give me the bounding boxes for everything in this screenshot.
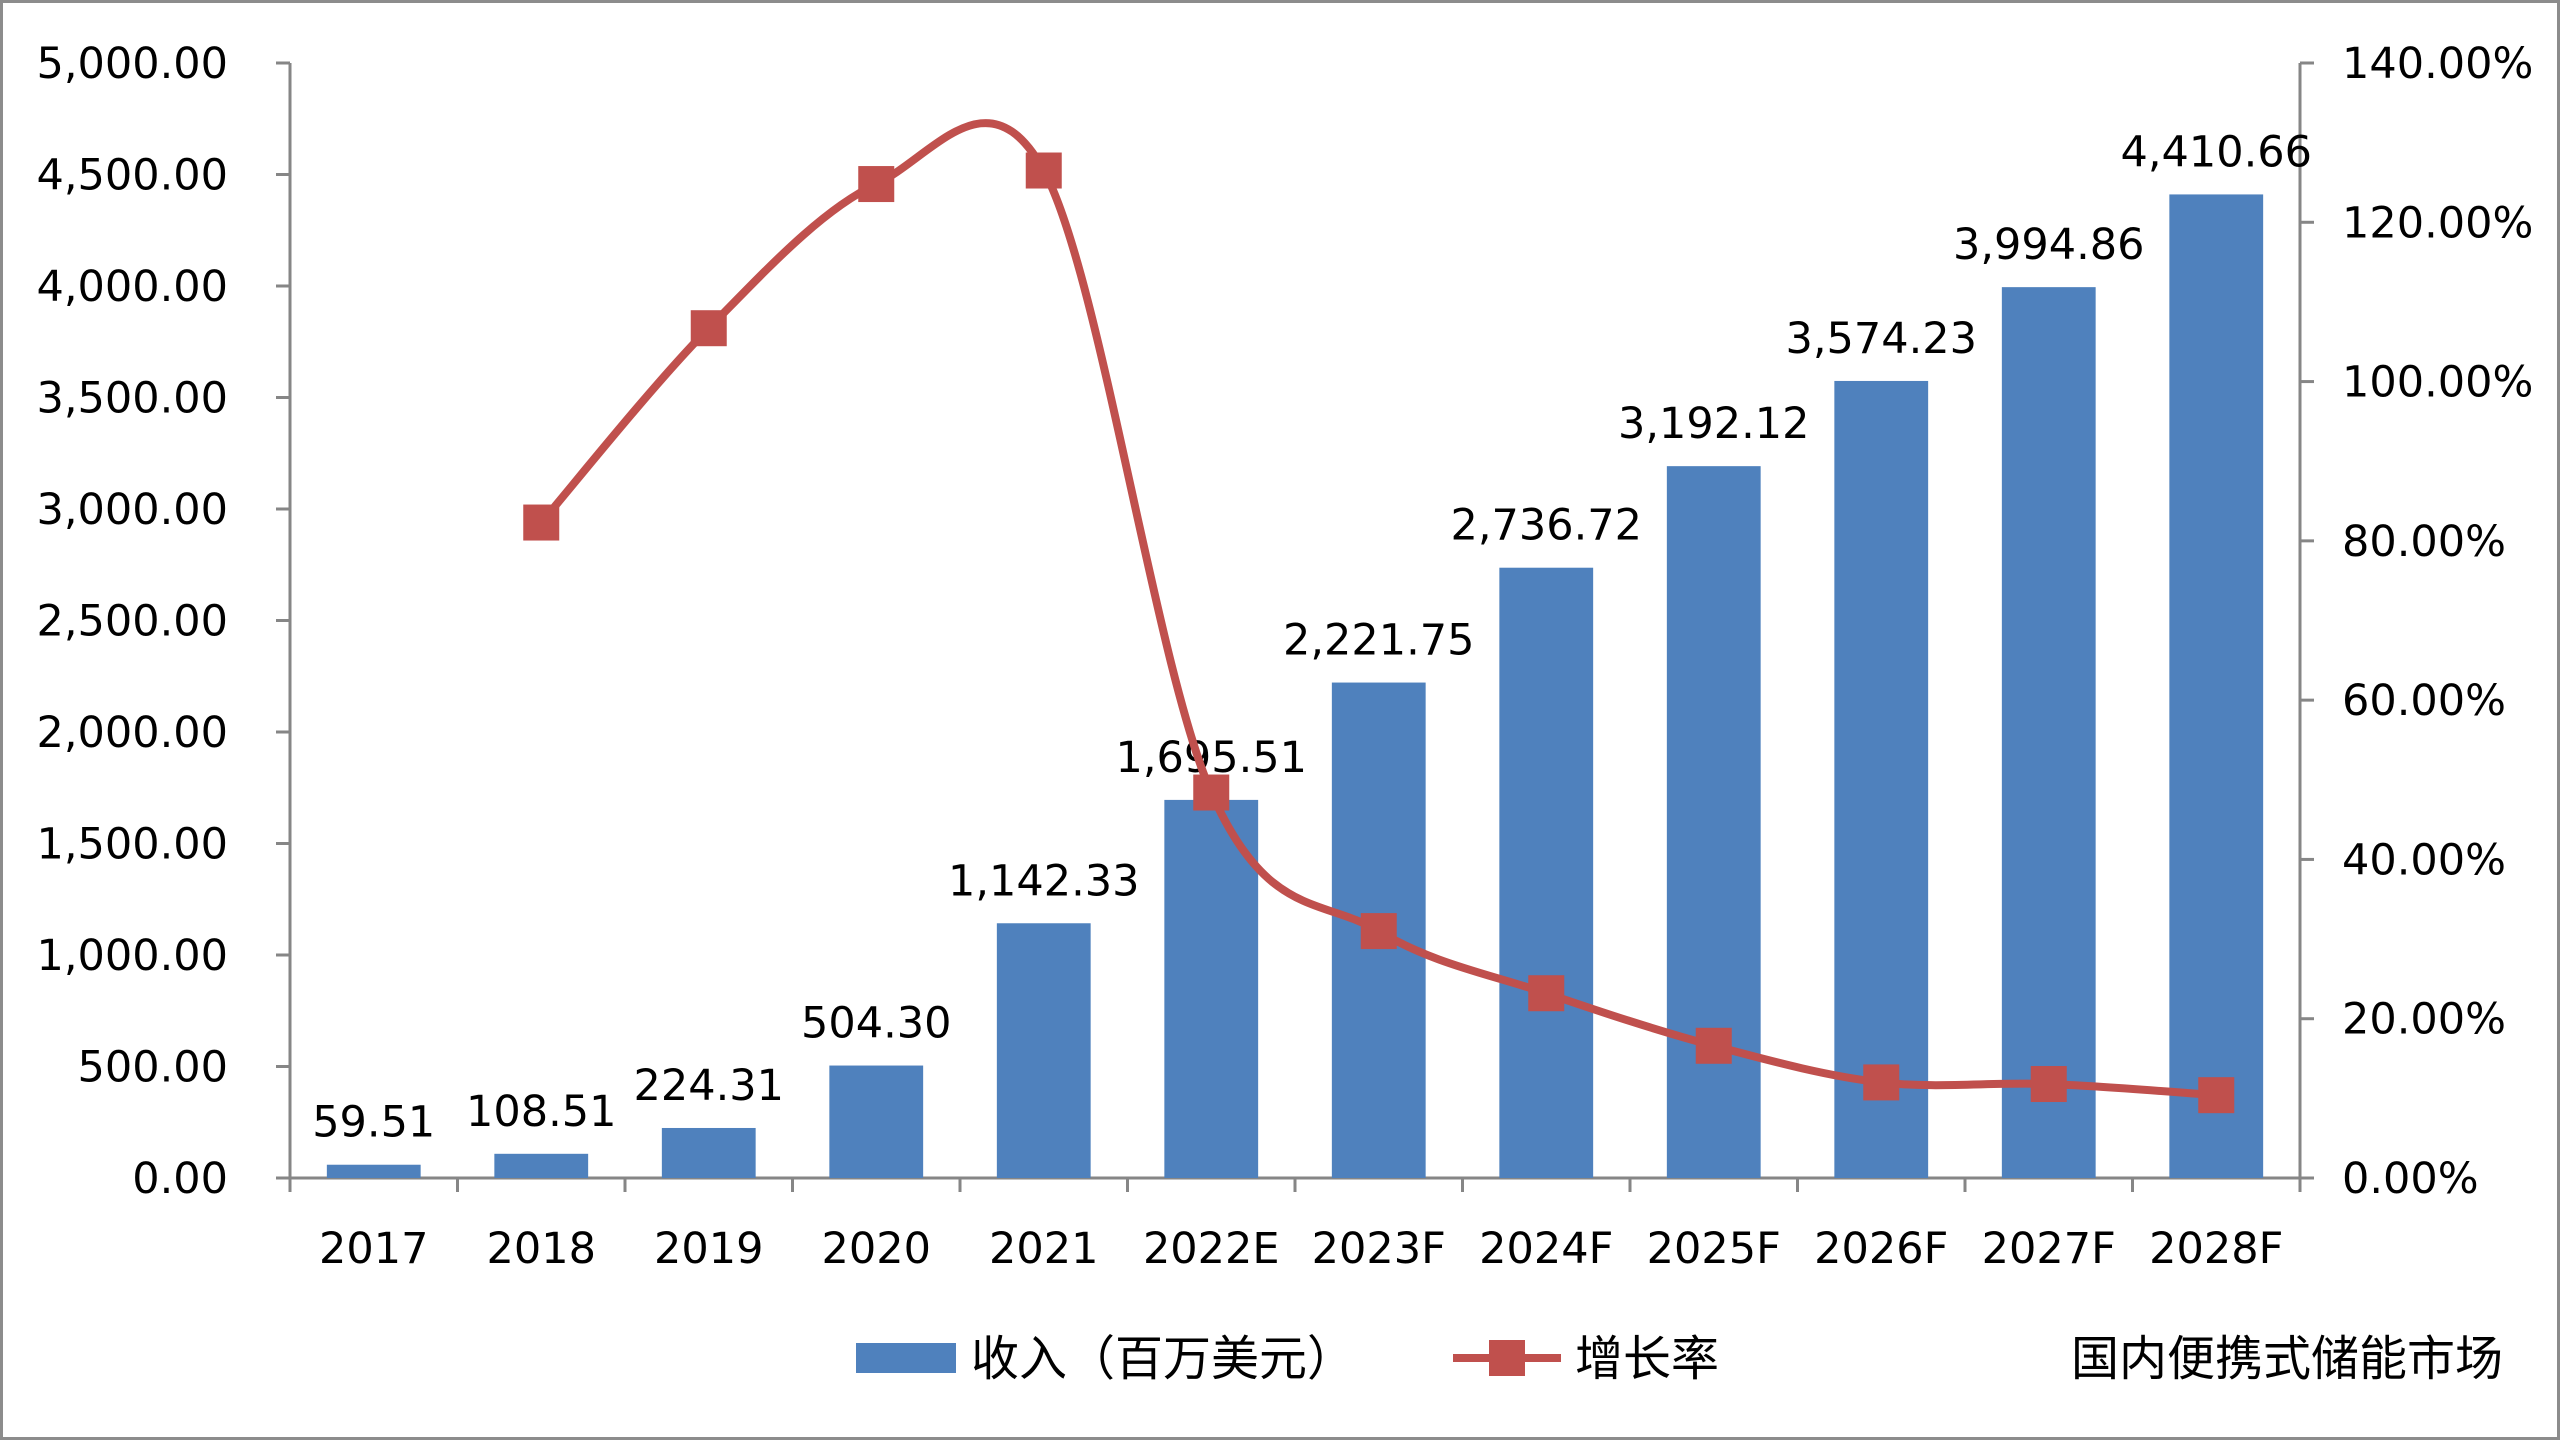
right-tick-label: 100.00% [2342,358,2533,408]
revenue-data-label: 3,192.12 [1618,399,1809,449]
left-tick-label: 5,000.00 [37,39,228,89]
x-tick-label: 2026F [1814,1224,1948,1274]
x-tick-label: 2018 [487,1224,596,1274]
growth-rate-marker [690,310,727,347]
legend-growth-label: 增长率 [1575,1331,1719,1387]
growth-rate-marker [2198,1077,2235,1114]
x-tick-label: 2024F [1479,1224,1613,1274]
market-annotation: 国内便携式储能市场 [2071,1331,2503,1387]
revenue-bar [996,923,1091,1178]
revenue-data-label: 504.30 [801,999,951,1049]
revenue-bar [1499,567,1594,1178]
x-tick-label: 2022E [1143,1224,1280,1274]
growth-rate-marker [2030,1066,2067,1103]
x-tick-label: 2025F [1647,1224,1781,1274]
right-tick-label: 80.00% [2342,517,2506,567]
left-tick-label: 1,000.00 [37,931,228,981]
legend-growth-marker [1489,1340,1525,1376]
right-tick-label: 140.00% [2342,39,2533,89]
left-tick-label: 500.00 [78,1043,228,1093]
x-tick-label: 2028F [2149,1224,2283,1274]
revenue-data-label: 59.51 [312,1098,435,1148]
left-tick-label: 4,500.00 [37,151,228,201]
legend-revenue-swatch [856,1343,956,1373]
revenue-data-label: 2,736.72 [1451,501,1642,551]
revenue-data-label: 4,410.66 [2121,127,2312,177]
left-tick-label: 2,500.00 [37,597,228,647]
revenue-bar [661,1127,756,1178]
right-tick-label: 60.00% [2342,676,2506,726]
growth-rate-marker [1193,774,1230,811]
axes-layer: 0.00 500.00 1,000.00 1,500.00 2,000.00 2,500.… [37,39,2534,1274]
x-tick-label: 2023F [1312,1224,1446,1274]
x-tick-label: 2019 [654,1224,763,1274]
growth-rate-marker [1695,1027,1732,1064]
revenue-bar [2169,194,2264,1178]
revenue-data-label: 108.51 [466,1087,616,1137]
revenue-bar [829,1065,924,1178]
legend: 收入（百万美元） 增长率 [856,1331,1719,1387]
right-tick-label: 0.00% [2342,1154,2479,1204]
growth-rate-marker [523,504,560,541]
revenue-data-label: 224.31 [634,1061,784,1111]
bar-line-chart: 0.00 500.00 1,000.00 1,500.00 2,000.00 2,500.… [37,39,2534,1387]
revenue-data-label: 3,994.86 [1953,220,2144,270]
revenue-bar [2001,287,2096,1178]
x-tick-label: 2027F [1982,1224,2116,1274]
revenue-bar [326,1164,421,1178]
right-tick-label: 20.00% [2342,995,2506,1045]
left-tick-label: 3,500.00 [37,374,228,424]
left-tick-label: 2,000.00 [37,708,228,758]
revenue-data-label: 2,221.75 [1283,616,1474,666]
growth-rate-marker [1360,913,1397,950]
revenue-bar [1164,799,1259,1178]
left-tick-label: 1,500.00 [37,820,228,870]
left-tick-label: 0.00 [132,1154,228,1204]
x-tick-label: 2017 [319,1224,428,1274]
data-labels-layer: 59.51 108.51224.31504.301,142.331,695.512… [312,127,2312,1147]
revenue-data-label: 1,142.33 [948,856,1139,906]
revenue-bar [1666,466,1761,1178]
legend-revenue-label: 收入（百万美元） [971,1331,1355,1387]
revenue-data-label: 3,574.23 [1786,314,1977,364]
growth-rate-marker [1528,975,1565,1012]
revenue-bar [1834,380,1929,1178]
growth-line-layer [523,119,2235,1114]
growth-rate-marker [1863,1064,1900,1101]
left-tick-label: 3,000.00 [37,485,228,535]
growth-rate-marker [1025,152,1062,189]
right-tick-label: 40.00% [2342,835,2506,885]
right-tick-label: 120.00% [2342,198,2533,248]
x-tick-label: 2021 [989,1224,1098,1274]
growth-rate-marker [858,166,895,203]
left-tick-label: 4,000.00 [37,262,228,312]
revenue-bar [494,1153,589,1178]
x-tick-label: 2020 [822,1224,931,1274]
